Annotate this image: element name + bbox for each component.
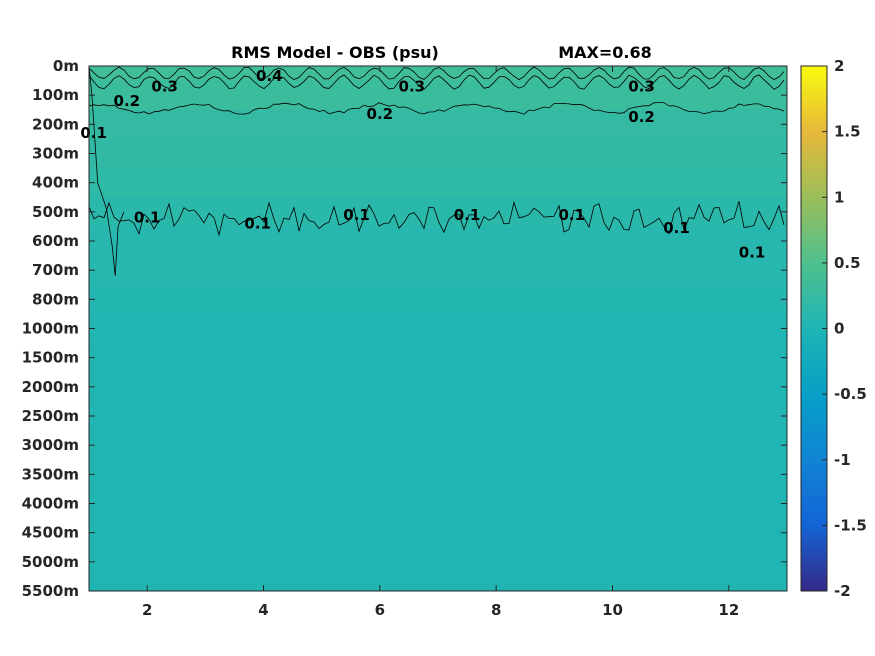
colorbar <box>800 65 828 592</box>
contour-line-0.3 <box>89 74 785 90</box>
contour-label: 0.1 <box>343 206 370 224</box>
contour-label: 0.1 <box>244 215 271 233</box>
heatmap-band <box>89 255 787 286</box>
y-tick-label: 4500m <box>22 524 79 542</box>
x-tick-label: 4 <box>258 601 268 619</box>
heatmap-band <box>89 168 787 198</box>
chart-title: RMS Model - OBS (psu) <box>231 43 439 62</box>
x-tick-label: 6 <box>375 601 385 619</box>
colorbar-tick-label: -2 <box>834 582 851 600</box>
x-tick-label: 8 <box>491 601 501 619</box>
y-tick-label: 200m <box>32 115 79 133</box>
heatmap-band <box>89 284 787 315</box>
colorbar-axis: -2 -1.5 -1 -0.5 0 0.5 1 1.5 2 <box>822 57 867 600</box>
heatmap-field <box>89 66 787 591</box>
contour-label: 0.2 <box>367 105 394 123</box>
colorbar-tick-label: 1 <box>834 188 844 206</box>
contour-label: 0.2 <box>628 108 655 126</box>
y-tick-label: 500m <box>32 203 79 221</box>
heatmap-band <box>89 197 787 228</box>
heatmap-band <box>89 80 787 111</box>
heatmap-band <box>89 109 787 140</box>
contour-label: 0.3 <box>628 77 655 95</box>
contour-line-0.4 <box>89 66 785 81</box>
contour-line-0.1 <box>89 201 785 237</box>
y-tick-label: 600m <box>32 232 79 250</box>
y-tick-label: 300m <box>32 145 79 163</box>
heatmap-band <box>89 547 787 578</box>
heatmap-band <box>89 372 787 403</box>
contour-label: 0.1 <box>739 244 766 262</box>
y-tick-label: 100m <box>32 86 79 104</box>
heatmap-band <box>89 459 787 490</box>
contour-label: 0.2 <box>114 92 141 110</box>
y-tick-label: 0m <box>53 57 79 75</box>
contour-label: 0.3 <box>151 77 178 95</box>
colorbar-tick-label: 1.5 <box>834 123 861 141</box>
contour-label: 0.3 <box>399 77 426 95</box>
y-tick-label: 1000m <box>22 320 79 338</box>
y-tick-label: 800m <box>32 290 79 308</box>
contour-label: 0.1 <box>558 206 585 224</box>
heatmap-band <box>89 343 787 373</box>
heatmap-band <box>89 401 787 432</box>
y-tick-label: 3000m <box>22 436 79 454</box>
y-tick-label: 5000m <box>22 553 79 571</box>
y-tick-label: 700m <box>32 261 79 279</box>
heatmap-band <box>89 576 787 591</box>
y-tick-label: 400m <box>32 174 79 192</box>
y-tick-label: 2500m <box>22 407 79 425</box>
colorbar-tick-label: -0.5 <box>834 385 867 403</box>
heatmap-band <box>89 488 787 519</box>
heatmap-band <box>89 226 787 257</box>
x-tick-label: 10 <box>602 601 623 619</box>
contour-label: 0.4 <box>256 67 283 85</box>
y-tick-label: 4000m <box>22 495 79 513</box>
heatmap-band <box>89 138 787 169</box>
contour-label: 0.1 <box>80 124 107 142</box>
contour-label: 0.1 <box>134 209 161 227</box>
heatmap-band <box>89 518 787 548</box>
x-tick-label: 2 <box>142 601 152 619</box>
x-axis: 2 4 6 8 10 12 <box>142 66 739 619</box>
colorbar-tick-label: -1.5 <box>834 516 867 534</box>
depth-axis: 0m 100m 200m 300m 400m 500m 600m 700m 800m 1000m 1… <box>22 57 787 600</box>
colorbar-tick-label: 0 <box>834 320 844 338</box>
contour-line-0.1-edge <box>89 66 125 277</box>
x-tick-label: 12 <box>718 601 739 619</box>
y-tick-label: 3500m <box>22 465 79 483</box>
contour-labels: 0.4 0.3 0.3 0.3 0.2 0.2 0.2 0.1 0.1 0.1 0.1 0.1 0.1 0… <box>80 67 765 261</box>
y-tick-label: 5500m <box>22 582 79 600</box>
colorbar-tick-label: -1 <box>834 451 851 469</box>
heatmap-band <box>89 66 787 82</box>
heatmap-band <box>89 430 787 461</box>
y-tick-label: 1500m <box>22 349 79 367</box>
colorbar-tick-label: 2 <box>834 57 844 75</box>
contour-label: 0.1 <box>454 206 481 224</box>
heatmap-band <box>89 313 787 344</box>
y-tick-label: 2000m <box>22 378 79 396</box>
contour-label: 0.1 <box>663 219 690 237</box>
contour-lines <box>89 66 785 277</box>
max-value-label: MAX=0.68 <box>558 43 652 62</box>
colorbar-tick-label: 0.5 <box>834 254 861 272</box>
contour-line-0.2 <box>89 102 785 115</box>
